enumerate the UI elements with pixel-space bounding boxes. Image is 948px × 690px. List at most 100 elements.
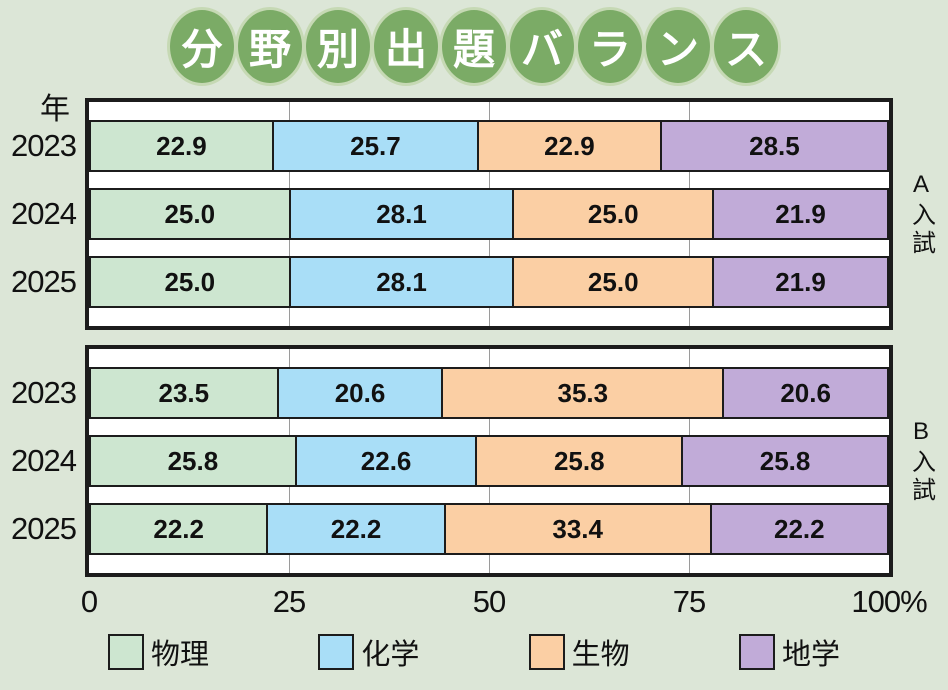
chart-a-side-column: A入試 (893, 98, 948, 330)
segment-value: 28.5 (749, 130, 800, 161)
bar-row-2024: 25.8 22.6 25.8 25.8 (89, 435, 889, 487)
chart-a-year-axis: 2023 2024 2025 (0, 98, 85, 330)
legend-item-earth-science: 地学 (738, 631, 840, 673)
segment-value: 25.0 (164, 198, 216, 229)
segment-value: 25.8 (167, 445, 219, 476)
chart-a-plot-area: 22.9 25.7 22.9 28.5 25.0 28.1 25.0 21.9 25.0 28.1… (85, 98, 893, 330)
segment-value: 25.8 (759, 445, 811, 476)
axis-tick-label: 50 (472, 584, 506, 619)
bar-segment-physics: 22.2 (89, 503, 269, 555)
exam-type-label: A入試 (907, 170, 935, 258)
year-label: 2023 (11, 128, 77, 163)
bar-segment-physics: 25.0 (89, 256, 291, 308)
legend-item-biology: 生物 (528, 631, 630, 673)
bar-row-2023: 23.5 20.6 35.3 20.6 (89, 367, 889, 419)
bar-segment-chemistry: 22.2 (268, 503, 446, 555)
bar-segment-chemistry: 28.1 (290, 256, 515, 308)
segment-value: 20.6 (780, 377, 831, 408)
bar-segment-earth-science: 21.9 (713, 256, 889, 308)
segment-value: 25.8 (553, 445, 605, 476)
legend-label: 化学 (361, 639, 420, 671)
year-label: 2025 (11, 511, 77, 546)
bar-segment-physics: 22.9 (89, 120, 274, 172)
bar-segment-earth-science: 25.8 (683, 435, 889, 487)
chart-b-side-column: B入試 (893, 345, 948, 577)
year-label: 2024 (11, 196, 77, 231)
legend-item-chemistry: 化学 (318, 631, 419, 673)
bar-segment-chemistry: 25.7 (273, 120, 479, 172)
legend-label: 物理 (151, 639, 210, 671)
segment-value: 35.3 (557, 377, 609, 408)
segment-value: 22.6 (360, 445, 412, 476)
segment-value: 25.0 (587, 198, 639, 229)
bar-segment-biology: 35.3 (443, 367, 725, 419)
bar-segment-earth-science: 22.2 (711, 503, 889, 555)
segment-value: 22.2 (153, 513, 204, 544)
bar-segment-chemistry: 20.6 (278, 367, 444, 419)
title-char-badge: 題 (442, 9, 506, 83)
bar-row-2025: 22.2 22.2 33.4 22.2 (89, 503, 889, 555)
title-char-badge: ン (646, 9, 710, 83)
page-title: 分野別出題バランス (0, 0, 948, 83)
chart-b-plot-area: 23.5 20.6 35.3 20.6 25.8 22.6 25.8 25.8 22.2 22.2… (85, 345, 893, 577)
segment-value: 22.9 (544, 130, 595, 161)
bar-row-2023: 22.9 25.7 22.9 28.5 (89, 120, 889, 172)
bar-segment-earth-science: 20.6 (724, 367, 889, 419)
segment-value: 23.5 (158, 377, 210, 408)
bar-row-2025: 25.0 28.1 25.0 21.9 (89, 256, 889, 308)
segment-value: 21.9 (775, 266, 826, 297)
segment-value: 25.0 (164, 266, 216, 297)
chart-b: 2023 2024 2025 23.5 20.6 35.3 20.6 25.8 22.6 25.… (0, 345, 948, 577)
axis-tick-label: 0 (80, 584, 98, 619)
legend-swatch (108, 634, 144, 670)
title-char-badge: バ (510, 9, 574, 83)
year-label: 2023 (11, 375, 77, 410)
x-axis: 0 25 50 75 100% (81, 579, 928, 623)
segment-value: 22.2 (330, 513, 382, 544)
segment-value: 22.2 (773, 513, 825, 544)
legend: 物理 化学 生物 地学 (108, 631, 840, 673)
segment-value: 28.1 (376, 266, 427, 297)
segment-value: 21.9 (775, 198, 826, 229)
title-char-badge: 出 (374, 9, 438, 83)
bar-segment-earth-science: 28.5 (661, 120, 889, 172)
chart-b-year-axis: 2023 2024 2025 (0, 345, 85, 577)
title-char-badge: 分 (170, 9, 234, 83)
segment-value: 22.9 (156, 130, 207, 161)
title-char-badge: ラ (578, 9, 642, 83)
bar-segment-chemistry: 22.6 (296, 435, 478, 487)
bar-segment-earth-science: 21.9 (713, 188, 889, 240)
year-label: 2025 (11, 264, 77, 299)
bar-segment-physics: 25.0 (89, 188, 291, 240)
bar-segment-biology: 22.9 (478, 120, 662, 172)
segment-value: 20.6 (334, 377, 386, 408)
year-label: 2024 (11, 443, 77, 478)
title-char-badge: 野 (238, 9, 302, 83)
legend-swatch (528, 634, 565, 670)
legend-label: 生物 (571, 639, 630, 671)
segment-value: 25.7 (350, 130, 401, 161)
exam-type-label: B入試 (907, 417, 935, 505)
bar-segment-chemistry: 28.1 (290, 188, 515, 240)
title-char-badge: 別 (306, 9, 370, 83)
segment-value: 33.4 (552, 513, 603, 544)
legend-swatch (318, 634, 355, 670)
bar-segment-biology: 25.0 (514, 188, 714, 240)
axis-tick-label: 25 (272, 584, 306, 619)
segment-value: 25.0 (587, 266, 639, 297)
year-axis-label: 年 (40, 93, 70, 126)
bar-segment-biology: 25.8 (477, 435, 684, 487)
title-char-badge: ス (714, 9, 778, 83)
axis-tick-label: 75 (672, 584, 706, 619)
bar-segment-physics: 23.5 (89, 367, 279, 419)
bar-segment-physics: 25.8 (89, 435, 297, 487)
bar-segment-biology: 33.4 (445, 503, 712, 555)
segment-value: 28.1 (376, 198, 427, 229)
bar-row-2024: 25.0 28.1 25.0 21.9 (89, 188, 889, 240)
legend-swatch (738, 634, 775, 670)
legend-item-physics: 物理 (108, 631, 209, 673)
legend-label: 地学 (781, 639, 840, 671)
chart-a: 2023 2024 2025 22.9 25.7 22.9 28.5 25.0 28.1 25.… (0, 98, 948, 330)
axis-tick-label: 100% (851, 584, 927, 619)
